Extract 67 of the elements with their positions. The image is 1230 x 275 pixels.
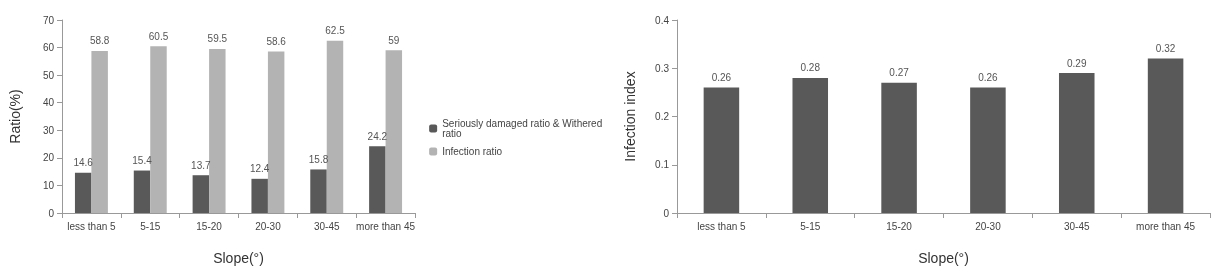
data-label: 0.26 <box>978 72 999 84</box>
bar <box>91 50 108 213</box>
x-tick-label: 30-45 <box>313 220 340 232</box>
x-tick-label: less than 5 <box>697 220 747 232</box>
data-label: 0.32 <box>1155 43 1176 55</box>
bar <box>150 46 167 213</box>
data-label: 0.27 <box>889 67 910 79</box>
legend-label: Infection ratio <box>442 146 503 157</box>
bar <box>1058 73 1095 213</box>
data-label: 0.29 <box>1067 57 1087 69</box>
y-tick-label: 50 <box>42 69 55 81</box>
bar <box>310 169 327 213</box>
y-tick-label: 20 <box>42 152 55 164</box>
data-label: 58.8 <box>89 35 110 47</box>
y-tick-label: 0.2 <box>655 111 670 122</box>
x-axis-title: Slope(°) <box>918 250 969 266</box>
bar <box>385 50 403 213</box>
x-tick-label: 20-30 <box>255 220 282 232</box>
bar <box>267 51 285 213</box>
x-tick-label: 20-30 <box>975 220 1002 232</box>
bar <box>970 87 1006 213</box>
y-axis-title: Ratio(%) <box>7 89 23 144</box>
y-tick-label: 60 <box>42 42 55 54</box>
x-axis-title: Slope(°) <box>213 250 264 266</box>
data-label: 15.4 <box>132 155 153 167</box>
y-tick-label: 0.4 <box>655 14 670 26</box>
x-tick-label: 15-20 <box>196 220 223 232</box>
x-tick-label: 30-45 <box>1063 220 1090 232</box>
y-tick-label: 0 <box>663 207 670 219</box>
y-tick-label: 0.3 <box>655 62 670 74</box>
bar <box>881 82 917 213</box>
x-tick-label: 5-15 <box>800 220 821 232</box>
data-label: 59 <box>388 34 400 46</box>
x-tick-label: less than 5 <box>67 220 117 232</box>
data-label: 60.5 <box>148 30 169 42</box>
data-label: 59.5 <box>207 33 228 45</box>
data-label: 62.5 <box>325 25 346 37</box>
bar <box>326 40 344 213</box>
y-tick-label: 70 <box>42 14 55 26</box>
y-tick-label: 40 <box>42 97 55 109</box>
x-tick-label: 5-15 <box>140 220 161 232</box>
y-tick-label: 0.1 <box>655 159 670 171</box>
legend-label: Seriously damaged ratio & Withered ratio <box>442 118 605 139</box>
data-label: 0.28 <box>800 62 821 74</box>
bar <box>74 172 92 213</box>
y-tick-label: 30 <box>42 124 55 136</box>
bar <box>703 87 740 213</box>
data-label: 0.26 <box>711 72 732 84</box>
bar <box>209 48 226 213</box>
bar <box>1147 58 1184 213</box>
data-label: 15.8 <box>308 153 329 165</box>
data-label: 13.7 <box>191 159 212 171</box>
bar <box>133 170 151 213</box>
x-tick-label: more than 45 <box>1136 220 1196 232</box>
x-tick-label: more than 45 <box>356 220 416 232</box>
data-label: 58.6 <box>266 35 287 47</box>
data-label: 12.4 <box>249 163 270 175</box>
y-tick-label: 0 <box>48 207 55 219</box>
x-tick-label: 15-20 <box>886 220 913 232</box>
data-label: 14.6 <box>73 157 94 169</box>
bar <box>369 146 386 213</box>
data-label: 24.2 <box>367 130 388 142</box>
y-tick-label: 10 <box>42 179 55 191</box>
bar <box>792 77 829 213</box>
bar <box>192 175 210 213</box>
y-axis-title: Infection index <box>622 71 638 162</box>
bar <box>251 178 268 213</box>
